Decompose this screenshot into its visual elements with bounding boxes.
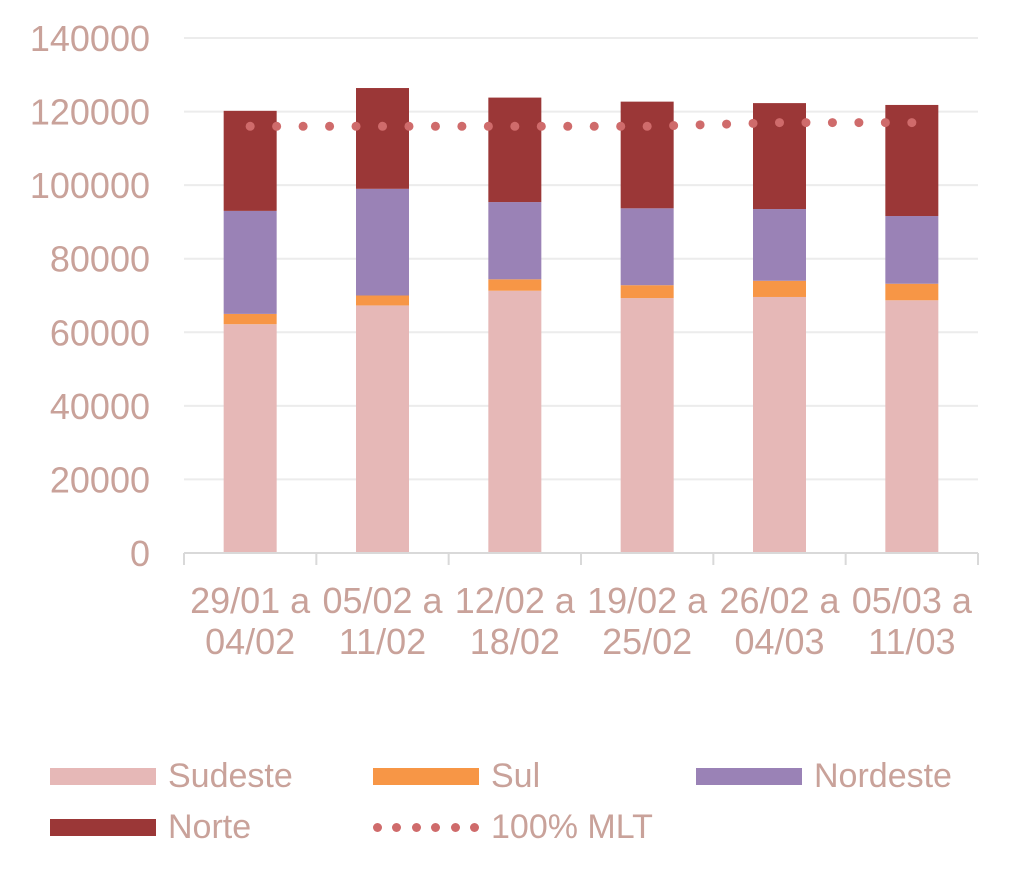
bar-segment-sul (488, 279, 542, 291)
x-tick-label: 05/02 a 11/02 (322, 580, 443, 662)
mlt-dot (536, 121, 546, 131)
bar-segment-sudeste (620, 298, 674, 553)
x-tick-label: 29/01 a 04/02 (190, 580, 311, 662)
mlt-dot (695, 120, 705, 130)
mlt-dot (378, 121, 387, 131)
bar-segment-nordeste (488, 202, 542, 280)
x-tick-label: 05/03 a 11/03 (852, 580, 973, 662)
mlt-dot (880, 118, 890, 128)
x-axis (183, 552, 979, 565)
bar-segment-sul (356, 295, 409, 306)
bar-segment-sudeste (356, 305, 409, 553)
mlt-dot (483, 121, 493, 131)
mlt-dot (245, 121, 255, 131)
bars (223, 88, 939, 553)
mlt-dot (827, 118, 837, 128)
bar-segment-sudeste (223, 324, 277, 553)
mlt-dot (854, 118, 864, 128)
mlt-dot (457, 121, 467, 131)
gridlines (184, 37, 978, 481)
bar-segment-sudeste (753, 296, 806, 553)
y-tick-label: 20000 (50, 459, 150, 500)
y-tick-label: 100000 (30, 165, 150, 206)
mlt-dot (298, 121, 308, 131)
mlt-dot (722, 119, 732, 129)
y-axis-ticks: 0 20000 40000 60000 80000 100000 120000 140000 (30, 18, 150, 574)
x-tick-label: 12/02 a 18/02 (455, 580, 576, 662)
y-tick-label: 80000 (50, 239, 150, 280)
mlt-dot (563, 121, 573, 131)
mlt-dot (748, 118, 758, 128)
mlt-dot (907, 118, 917, 128)
y-tick-label: 60000 (50, 312, 150, 353)
bar-segment-sul (223, 313, 277, 325)
mlt-dot (430, 121, 440, 131)
y-tick-label: 120000 (30, 92, 150, 133)
mlt-dot (775, 118, 784, 128)
bar-segment-norte (356, 88, 409, 189)
mlt-dot (272, 121, 282, 131)
mlt-line (245, 118, 917, 131)
x-tick-label: 26/02 a 04/03 (719, 580, 840, 662)
mlt-dot (589, 121, 599, 131)
bar-segment-sudeste (488, 290, 542, 553)
bar-segment-nordeste (620, 208, 674, 286)
bar-segment-nordeste (223, 210, 277, 314)
y-tick-label: 40000 (50, 386, 150, 427)
bar-segment-nordeste (753, 209, 806, 281)
bar-segment-nordeste (356, 188, 409, 296)
bar-segment-sul (885, 283, 939, 301)
mlt-dot (801, 118, 811, 128)
mlt-dot (351, 121, 361, 131)
mlt-dot (404, 121, 414, 131)
mlt-dot (325, 121, 335, 131)
y-tick-label: 0 (130, 533, 150, 574)
mlt-dot (616, 121, 626, 131)
mlt-dot (669, 121, 679, 131)
bar-segment-sudeste (885, 300, 939, 553)
y-tick-label: 140000 (30, 18, 150, 59)
bar-segment-norte (488, 97, 542, 203)
mlt-dot (642, 121, 652, 131)
bar-segment-sul (620, 285, 674, 299)
x-tick-label: 19/02 a 25/02 (587, 580, 708, 662)
mlt-dot (510, 121, 520, 131)
bar-segment-sul (753, 280, 806, 297)
bar-segment-nordeste (885, 216, 939, 284)
bar-segment-norte (620, 101, 674, 209)
